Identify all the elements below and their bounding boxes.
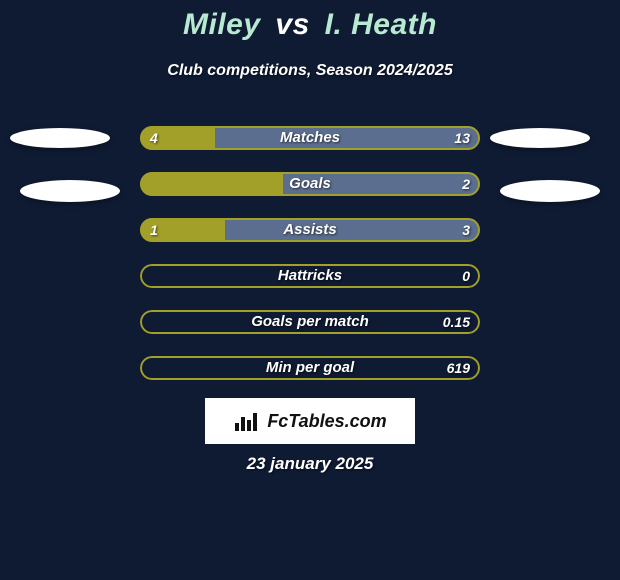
side-badge-right1: [490, 128, 590, 148]
side-badge-right2: [500, 180, 600, 202]
player1-name: Miley: [183, 8, 261, 41]
page-title: Miley vs I. Heath: [0, 8, 620, 42]
stat-row: Goals2: [140, 172, 480, 196]
logo-text: FcTables.com: [267, 411, 386, 432]
stat-value-left: 1: [150, 218, 158, 242]
stat-label: Hattricks: [140, 264, 480, 288]
stat-label: Matches: [140, 126, 480, 150]
stat-value-left: 4: [150, 126, 158, 150]
stat-value-right: 2: [462, 172, 470, 196]
stat-label: Min per goal: [140, 356, 480, 380]
stat-value-right: 13: [454, 126, 470, 150]
source-logo: FcTables.com: [205, 398, 415, 444]
stat-row: Min per goal619: [140, 356, 480, 380]
stat-row: Assists1 3: [140, 218, 480, 242]
stat-row: Goals per match0.15: [140, 310, 480, 334]
stat-value-right: 619: [447, 356, 470, 380]
date-label: 23 january 2025: [0, 454, 620, 474]
stat-label: Assists: [140, 218, 480, 242]
stat-row: Matches4 13: [140, 126, 480, 150]
stat-row: Hattricks0: [140, 264, 480, 288]
stat-label: Goals per match: [140, 310, 480, 334]
stat-label: Goals: [140, 172, 480, 196]
stat-value-right: 0: [462, 264, 470, 288]
bars-icon: [233, 409, 261, 433]
comparison-infographic: Miley vs I. Heath Club competitions, Sea…: [0, 0, 620, 580]
stat-bars: Matches413Goals2Assists13Hattricks0Goals…: [140, 126, 480, 402]
player2-name: I. Heath: [325, 8, 437, 41]
side-badge-left2: [20, 180, 120, 202]
vs-label: vs: [275, 8, 309, 41]
subtitle: Club competitions, Season 2024/2025: [0, 62, 620, 80]
stat-value-right: 3: [462, 218, 470, 242]
stat-value-right: 0.15: [443, 310, 470, 334]
side-badge-left1: [10, 128, 110, 148]
